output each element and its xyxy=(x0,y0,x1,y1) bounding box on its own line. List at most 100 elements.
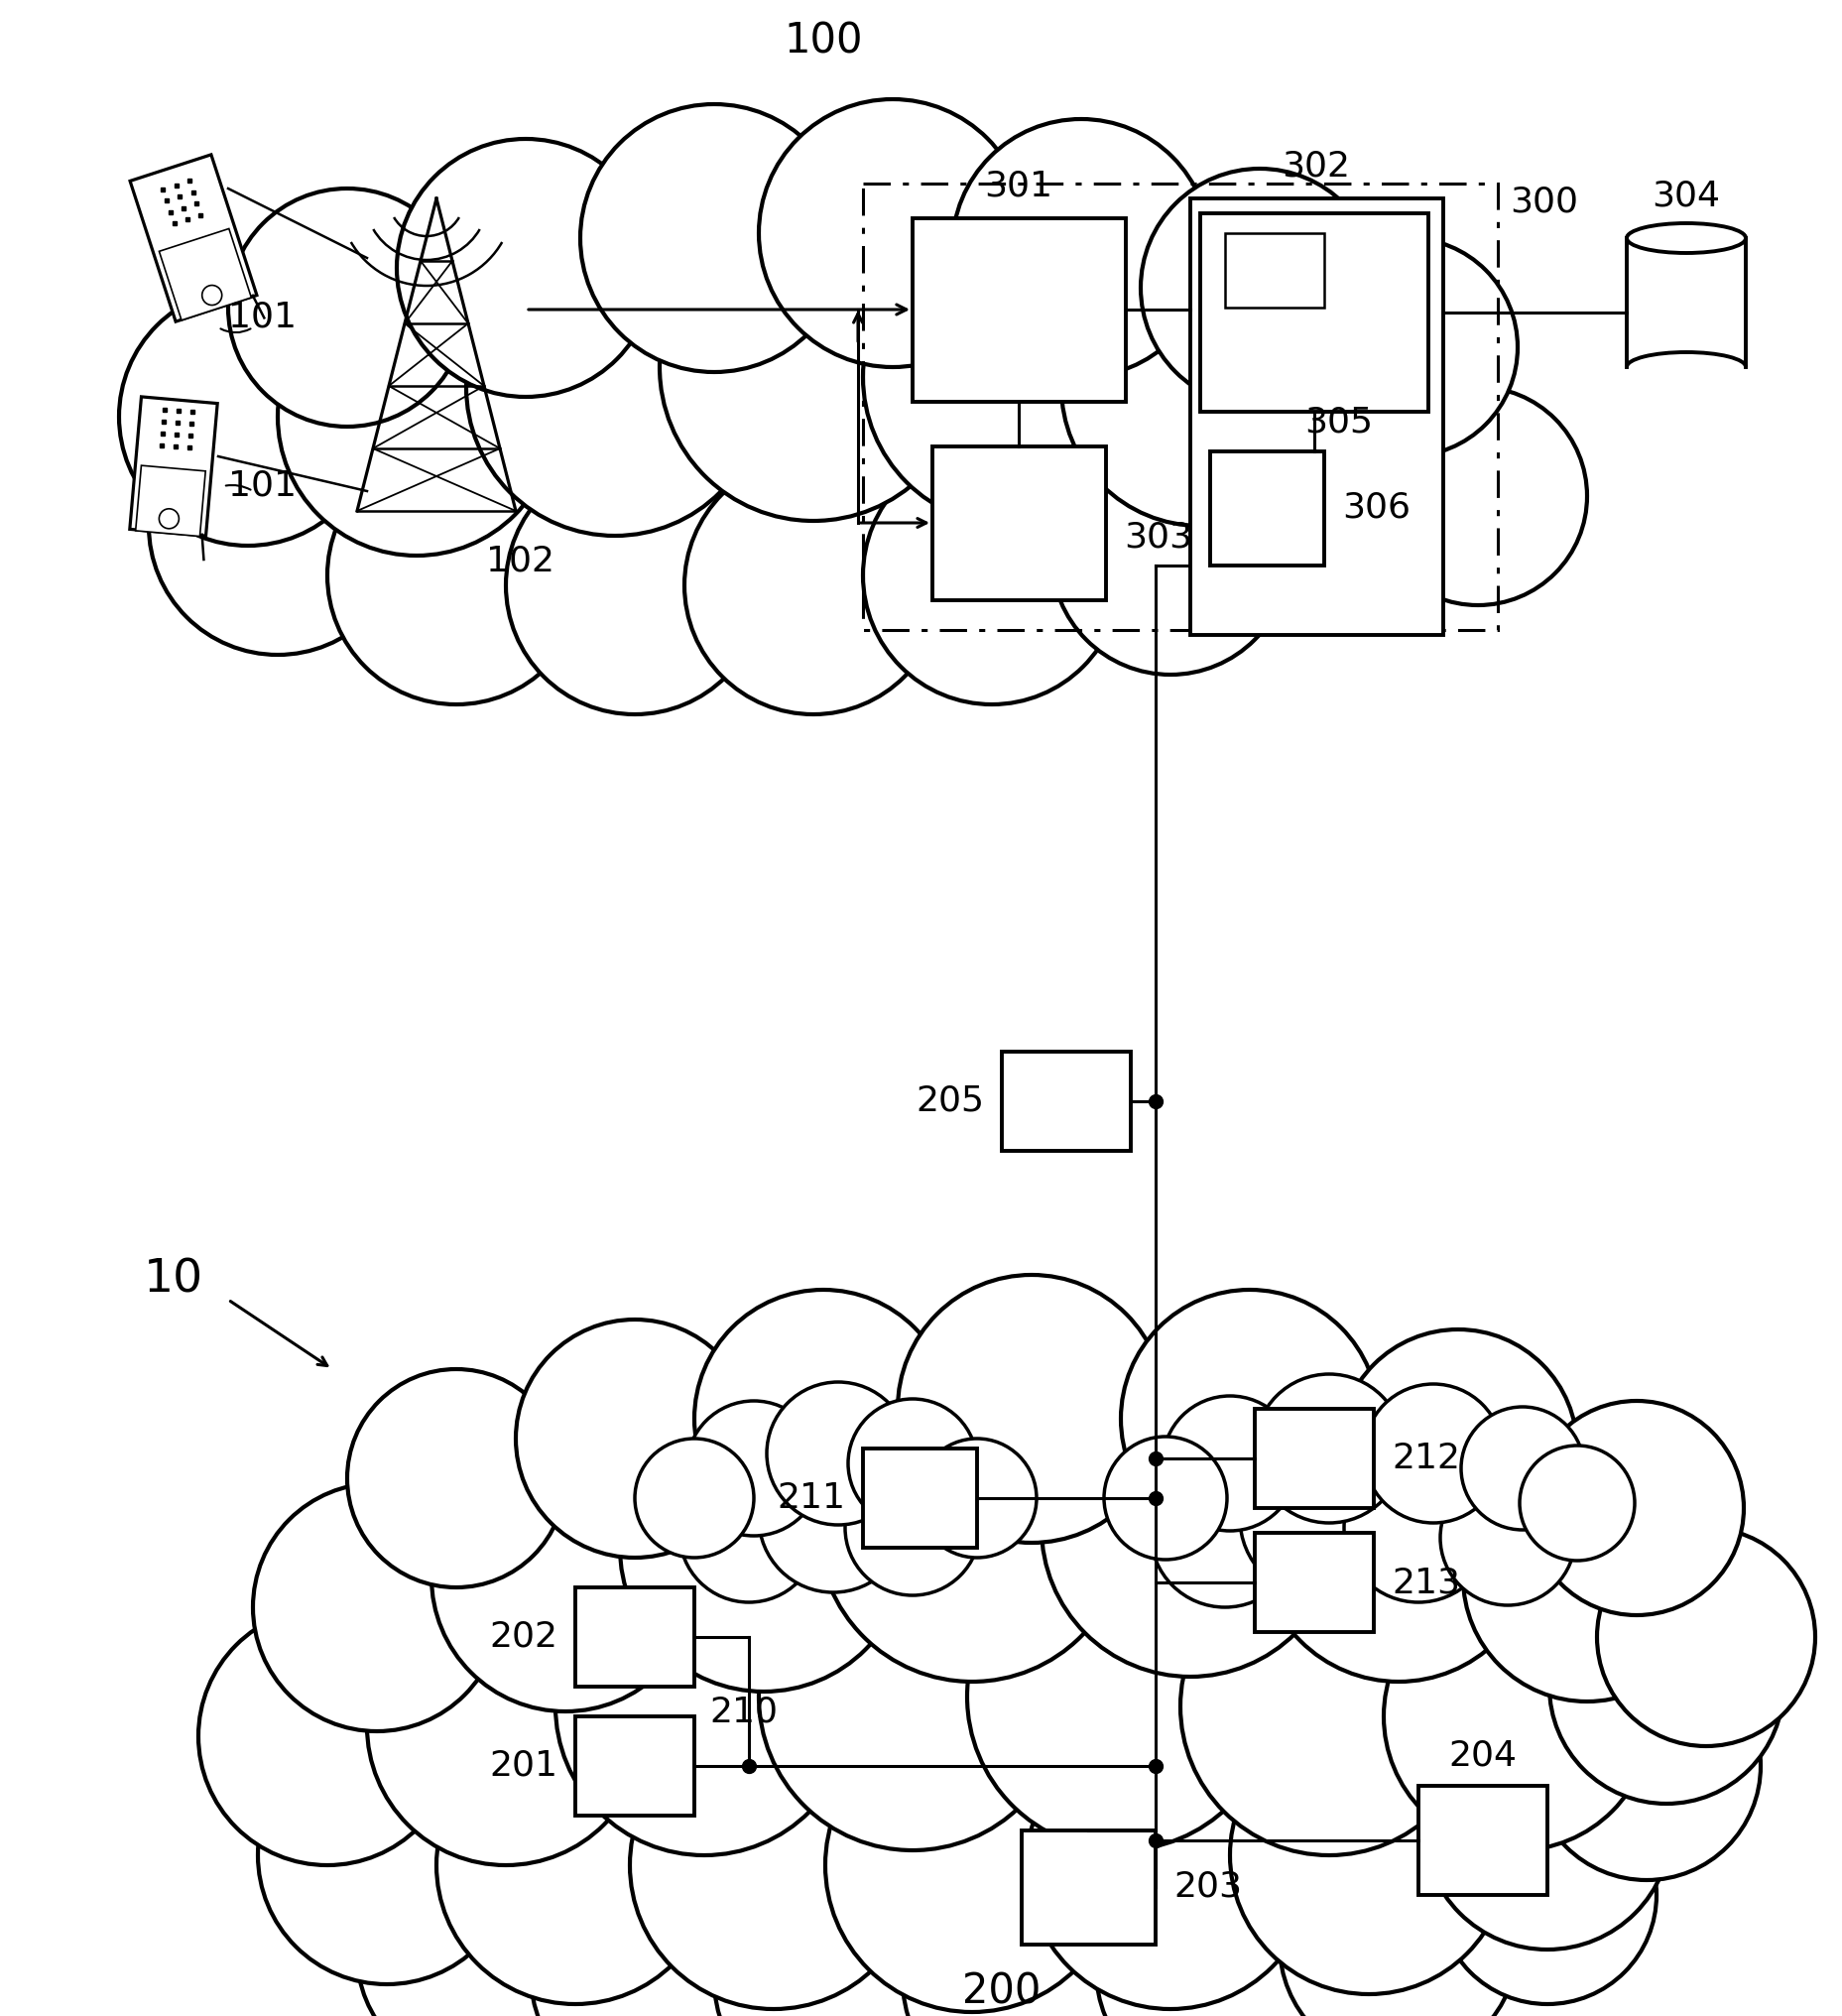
Circle shape xyxy=(1140,169,1380,407)
Bar xyxy=(1201,214,1428,411)
Text: 100: 100 xyxy=(785,20,862,62)
Circle shape xyxy=(507,456,764,714)
Circle shape xyxy=(199,1607,457,1865)
Circle shape xyxy=(862,446,1122,704)
Circle shape xyxy=(1439,1786,1656,2004)
Circle shape xyxy=(1299,238,1518,456)
Circle shape xyxy=(346,1369,565,1587)
Circle shape xyxy=(685,456,943,714)
Circle shape xyxy=(630,1722,917,2010)
Bar xyxy=(1002,1052,1131,1151)
Text: 204: 204 xyxy=(1448,1740,1518,1772)
Circle shape xyxy=(396,139,654,397)
Text: 301: 301 xyxy=(984,169,1054,204)
Circle shape xyxy=(367,1587,645,1865)
Circle shape xyxy=(825,1718,1118,2012)
Circle shape xyxy=(1383,1583,1652,1851)
Circle shape xyxy=(158,508,179,528)
Ellipse shape xyxy=(1626,224,1746,252)
Circle shape xyxy=(530,1851,779,2016)
Bar xyxy=(1022,1831,1155,1945)
Circle shape xyxy=(635,1439,753,1558)
Circle shape xyxy=(659,214,967,520)
Circle shape xyxy=(1597,1528,1814,1746)
Bar xyxy=(912,218,1125,401)
Circle shape xyxy=(1240,1439,1398,1597)
Circle shape xyxy=(357,1835,595,2016)
Circle shape xyxy=(759,1443,908,1593)
Circle shape xyxy=(1440,1470,1575,1605)
Circle shape xyxy=(818,1375,1125,1681)
Text: 202: 202 xyxy=(488,1621,558,1653)
Text: 10: 10 xyxy=(144,1258,203,1302)
Circle shape xyxy=(1529,1401,1744,1615)
Text: 101: 101 xyxy=(228,470,297,504)
Polygon shape xyxy=(129,397,217,536)
Polygon shape xyxy=(136,466,206,536)
Text: 205: 205 xyxy=(915,1085,984,1119)
Text: 101: 101 xyxy=(228,300,297,335)
Circle shape xyxy=(1096,1845,1345,2016)
Circle shape xyxy=(715,1851,973,2016)
Bar xyxy=(1225,234,1324,308)
Text: 302: 302 xyxy=(1282,149,1350,183)
Circle shape xyxy=(1230,1716,1509,1994)
Circle shape xyxy=(516,1320,753,1558)
Text: 303: 303 xyxy=(1124,520,1192,554)
Text: 212: 212 xyxy=(1393,1441,1461,1476)
Circle shape xyxy=(967,1542,1275,1851)
Circle shape xyxy=(1026,1722,1315,2010)
Circle shape xyxy=(328,446,586,704)
Bar xyxy=(1190,198,1444,635)
Circle shape xyxy=(556,1558,853,1855)
Circle shape xyxy=(437,1726,715,2004)
Circle shape xyxy=(687,1401,822,1536)
Circle shape xyxy=(120,288,378,546)
Bar xyxy=(1254,1532,1374,1633)
Circle shape xyxy=(228,190,466,427)
Circle shape xyxy=(759,99,1026,367)
Circle shape xyxy=(917,1439,1037,1558)
Circle shape xyxy=(1041,1379,1339,1677)
Circle shape xyxy=(203,286,221,304)
Circle shape xyxy=(1061,248,1339,526)
Circle shape xyxy=(1052,437,1289,675)
Text: 200: 200 xyxy=(963,1972,1041,2014)
Bar xyxy=(862,183,1498,629)
Circle shape xyxy=(766,1383,910,1524)
Circle shape xyxy=(1339,1329,1577,1568)
Text: 305: 305 xyxy=(1304,405,1374,439)
Circle shape xyxy=(1151,1458,1299,1607)
Text: 203: 203 xyxy=(1173,1871,1242,1903)
Circle shape xyxy=(1520,1445,1634,1560)
Bar xyxy=(575,1716,694,1816)
Bar xyxy=(1254,1409,1374,1508)
Circle shape xyxy=(1260,1403,1538,1681)
Text: 306: 306 xyxy=(1343,492,1411,524)
Circle shape xyxy=(680,1464,818,1603)
Circle shape xyxy=(694,1290,952,1548)
Text: 210: 210 xyxy=(709,1695,777,1728)
Text: 201: 201 xyxy=(488,1750,558,1782)
Circle shape xyxy=(845,1460,980,1595)
Bar xyxy=(575,1587,694,1687)
Circle shape xyxy=(903,1851,1160,2016)
Polygon shape xyxy=(131,155,256,323)
Circle shape xyxy=(1533,1651,1761,1881)
Bar xyxy=(862,1450,976,1548)
Text: 102: 102 xyxy=(486,544,554,577)
Circle shape xyxy=(431,1443,700,1712)
Text: 304: 304 xyxy=(1652,179,1720,212)
Circle shape xyxy=(1424,1702,1671,1949)
Circle shape xyxy=(580,105,847,373)
Bar xyxy=(932,446,1105,601)
Circle shape xyxy=(1162,1395,1297,1530)
Bar xyxy=(1418,1786,1547,1895)
Circle shape xyxy=(952,119,1210,377)
Circle shape xyxy=(1254,1375,1404,1522)
Circle shape xyxy=(862,228,1160,526)
Circle shape xyxy=(847,1399,976,1528)
Circle shape xyxy=(1280,1826,1518,2016)
Circle shape xyxy=(1369,387,1588,605)
Circle shape xyxy=(278,278,556,556)
